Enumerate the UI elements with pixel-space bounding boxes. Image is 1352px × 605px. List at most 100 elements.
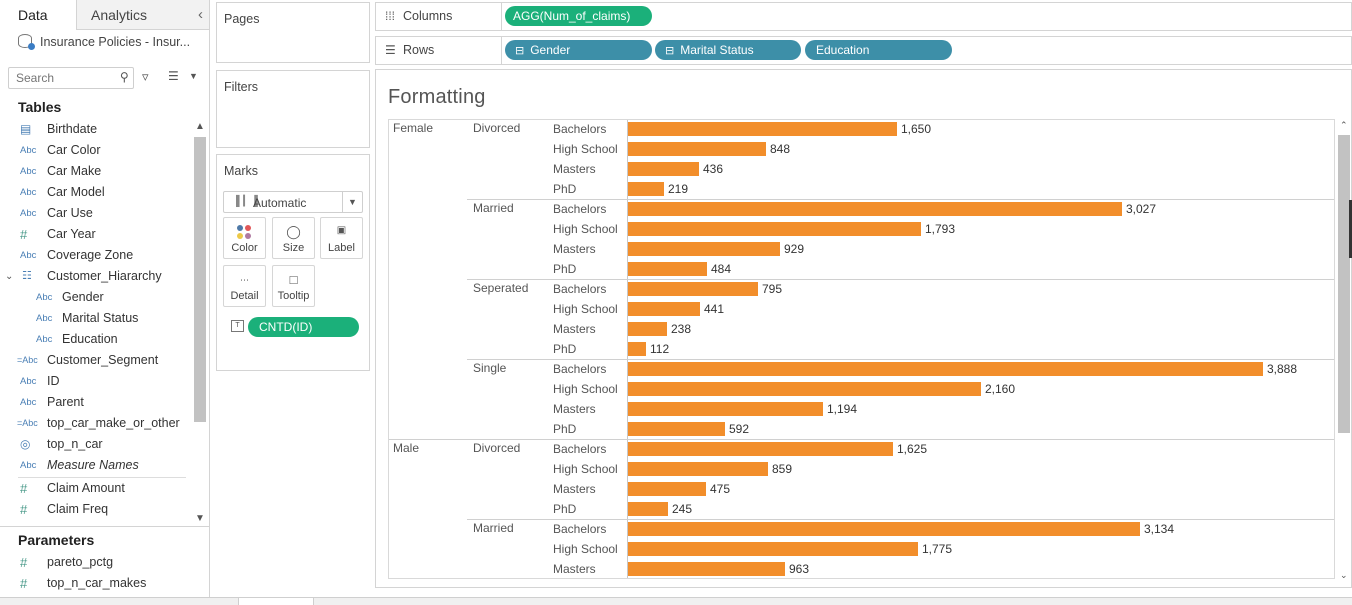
columns-shelf[interactable]: ⁞⁞⁞ Columns AGG(Num_of_claims) [375,2,1352,31]
bar[interactable] [628,402,823,416]
bar[interactable] [628,482,706,496]
scroll-up-icon[interactable]: ⌃ [1340,120,1348,130]
field-gender[interactable]: Abc Gender [0,287,193,308]
field-claim-amount[interactable]: # Claim Amount [0,478,193,499]
pane-divider[interactable] [0,526,209,527]
marital-status-header[interactable]: Divorced [473,441,521,455]
field-id[interactable]: Abc ID [0,371,193,392]
bar[interactable] [628,322,667,336]
bar[interactable] [628,442,893,456]
education-pill[interactable]: Education [805,40,952,60]
field-claim-freq[interactable]: # Claim Freq [0,499,193,520]
education-header[interactable]: Masters [553,162,596,176]
bar[interactable] [628,462,768,476]
field-marital-status[interactable]: Abc Marital Status [0,308,193,329]
chevron-down-icon[interactable]: ▼ [189,71,198,81]
gender-header[interactable]: Female [393,121,434,135]
field-birthdate[interactable]: ▤ Birthdate [0,119,193,140]
education-header[interactable]: PhD [553,502,577,516]
bar[interactable] [628,502,668,516]
filter-icon[interactable]: ▿ [142,69,149,84]
bar[interactable] [628,302,700,316]
bar[interactable] [628,262,707,276]
gender-pill[interactable]: ⊟ Gender [505,40,652,60]
education-header[interactable]: Bachelors [553,202,607,216]
education-header[interactable]: Bachelors [553,442,607,456]
parameter-pareto-pctg[interactable]: # pareto_pctg [0,552,193,573]
field-list-scrollbar[interactable]: ▲ ▼ [193,119,207,524]
scroll-down-icon[interactable]: ⌄ [1340,570,1348,580]
text-label-icon[interactable]: T [231,320,244,332]
education-header[interactable]: High School [553,222,618,236]
label-button[interactable]: ▣ Label [320,217,363,259]
tab-data[interactable]: Data [0,0,76,30]
education-header[interactable]: Bachelors [553,122,607,136]
view-scrollbar[interactable]: ⌃ ⌄ [1337,119,1351,580]
scrollbar-thumb[interactable] [194,137,206,422]
education-header[interactable]: Masters [553,322,596,336]
education-header[interactable]: Masters [553,402,596,416]
education-header[interactable]: High School [553,462,618,476]
education-header[interactable]: Bachelors [553,362,607,376]
collapse-icon[interactable]: ⊟ [515,45,525,57]
detail-button[interactable]: ⋯ Detail [223,265,266,307]
collapse-icon[interactable]: ⊟ [665,45,675,57]
parameter-top-n-car-makes[interactable]: # top_n_car_makes [0,573,193,594]
marital-status-header[interactable]: Married [473,201,514,215]
marital-status-header[interactable]: Married [473,521,514,535]
education-header[interactable]: High School [553,302,618,316]
field-car-color[interactable]: Abc Car Color [0,140,193,161]
education-header[interactable]: PhD [553,342,577,356]
chevron-down-icon[interactable]: ▼ [342,192,362,212]
expand-icon[interactable]: ⌄ [5,271,14,282]
education-header[interactable]: Masters [553,242,596,256]
bar[interactable] [628,122,897,136]
search-input[interactable] [9,68,109,88]
education-header[interactable]: Bachelors [553,282,607,296]
field-car-use[interactable]: Abc Car Use [0,203,193,224]
datasource-item[interactable]: Insurance Policies - Insur... [18,34,190,52]
rows-shelf[interactable]: ☰ Rows ⊟ Gender ⊟ Marital Status Education [375,36,1352,65]
bar[interactable] [628,522,1140,536]
mark-type-dropdown[interactable]: ▌▎▐ Automatic ▼ [223,191,363,213]
field-top-n-car[interactable]: ◎ top_n_car [0,434,193,455]
scrollbar-thumb[interactable] [1338,135,1350,433]
pages-card[interactable]: Pages [216,2,370,63]
bar[interactable] [628,222,921,236]
education-header[interactable]: High School [553,382,618,396]
size-button[interactable]: ◯ Size [272,217,315,259]
field-car-year[interactable]: # Car Year [0,224,193,245]
marital-status-header[interactable]: Seperated [473,281,529,295]
education-header[interactable]: PhD [553,422,577,436]
education-header[interactable]: Masters [553,562,596,576]
education-header[interactable]: PhD [553,262,577,276]
bar[interactable] [628,282,758,296]
bar[interactable] [628,362,1263,376]
education-header[interactable]: Bachelors [553,522,607,536]
field-parent[interactable]: Abc Parent [0,392,193,413]
bar[interactable] [628,562,785,576]
bar[interactable] [628,142,766,156]
bar[interactable] [628,182,664,196]
filters-card[interactable]: Filters [216,70,370,148]
agg-num-of-claims-pill[interactable]: AGG(Num_of_claims) [505,6,652,26]
bar[interactable] [628,202,1122,216]
marital-status-header[interactable]: Single [473,361,507,375]
bar[interactable] [628,242,780,256]
education-header[interactable]: Masters [553,482,596,496]
chevron-left-icon[interactable]: ‹ [198,6,203,23]
marital-status-header[interactable]: Divorced [473,121,521,135]
bar[interactable] [628,382,981,396]
field-customer-segment[interactable]: =Abc Customer_Segment [0,350,193,371]
marital-status-pill[interactable]: ⊟ Marital Status [655,40,801,60]
field-top-car-make-or-other[interactable]: =Abc top_car_make_or_other [0,413,193,434]
gender-header[interactable]: Male [393,441,420,455]
bar[interactable] [628,162,699,176]
education-header[interactable]: High School [553,542,618,556]
field-car-model[interactable]: Abc Car Model [0,182,193,203]
education-header[interactable]: High School [553,142,618,156]
color-button[interactable]: Color [223,217,266,259]
scroll-down-icon[interactable]: ▼ [195,513,205,524]
education-header[interactable]: PhD [553,182,577,196]
bar[interactable] [628,422,725,436]
